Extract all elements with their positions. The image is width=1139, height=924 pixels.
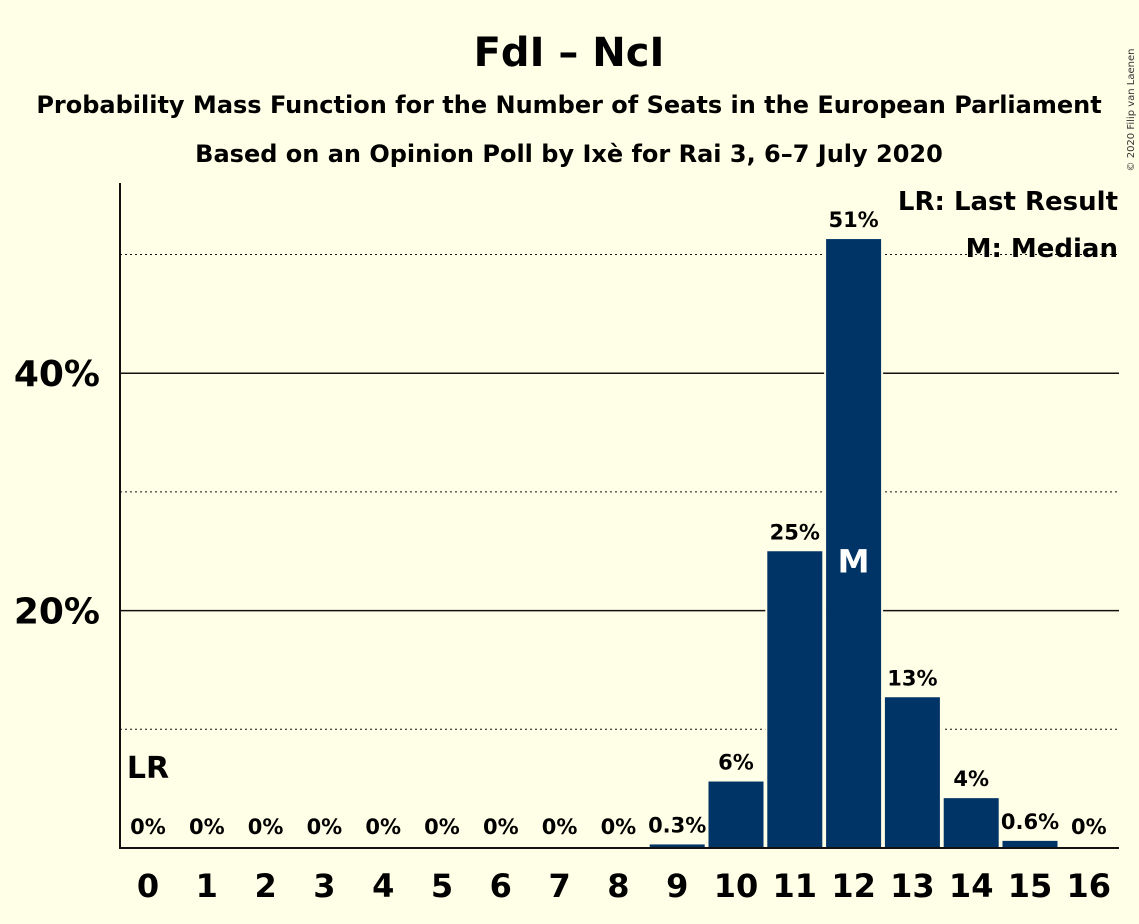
gridlines [120,254,1119,730]
x-tick-label: 0 [137,867,159,905]
value-label: 0% [365,815,401,839]
x-tick-label: 11 [773,867,818,905]
value-label: 25% [770,520,820,544]
y-tick-label: 20% [14,592,100,633]
chart-title: FdI – NcI [474,30,665,76]
chart-subtitle-source: Based on an Opinion Poll by Ixè for Rai … [195,140,943,168]
value-label: 0% [248,815,284,839]
chart-subtitle: Probability Mass Function for the Number… [36,91,1101,119]
copyright-note: © 2020 Filip van Laenen [1126,49,1137,172]
value-label: 13% [887,666,937,690]
x-tick-label: 16 [1067,867,1112,905]
markers: M LR [127,543,870,786]
x-tick-label: 9 [666,867,688,905]
bar-seats-14 [943,798,999,848]
legend-last-result: LR: Last Result [898,187,1118,217]
x-tick-label: 13 [890,867,935,905]
bar-seats-13 [884,697,940,848]
x-tick-label: 4 [372,867,394,905]
last-result-marker: LR [127,751,169,786]
x-tick-label: 3 [313,867,335,905]
value-label: 0.3% [648,813,706,837]
x-tick-label: 7 [548,867,570,905]
x-tick-label: 6 [490,867,512,905]
value-label: 0% [424,815,460,839]
value-label: 51% [828,208,878,232]
x-tick-label: 2 [254,867,276,905]
bar-seats-15 [1002,840,1058,848]
value-label: 6% [718,751,754,775]
median-marker: M [838,543,870,581]
value-label: 0% [189,815,225,839]
value-label: 0.6% [1001,810,1059,834]
value-label: 0% [130,815,166,839]
x-tick-label: 12 [831,867,876,905]
x-tick-label: 8 [607,867,629,905]
x-tick-label: 5 [431,867,453,905]
value-label: 0% [483,815,519,839]
value-label: 0% [1071,815,1107,839]
x-tick-label: 10 [714,867,759,905]
value-labels: 0% 0% 0% 0% 0% 0% 0% 0% 0% 0.3% 6% 25% 51% 13% 4% 0.6% 0… [130,208,1106,839]
y-axis-labels: 20% 40% [14,354,100,632]
value-label: 4% [953,767,989,791]
value-label: 0% [542,815,578,839]
bar-seats-11 [767,551,823,848]
x-tick-label: 1 [196,867,218,905]
bar-seats-12 [826,239,882,849]
x-tick-label: 15 [1008,867,1053,905]
legend-median: M: Median [966,234,1118,264]
x-axis-labels: 0 1 2 3 4 5 6 7 8 9 10 11 12 13 14 15 16 [137,867,1111,905]
value-label: 0% [307,815,343,839]
value-label: 0% [601,815,637,839]
bar-seats-9 [649,844,705,848]
y-tick-label: 40% [14,354,100,395]
bar-seats-10 [708,781,764,848]
x-tick-label: 14 [949,867,994,905]
bars [647,237,1060,849]
